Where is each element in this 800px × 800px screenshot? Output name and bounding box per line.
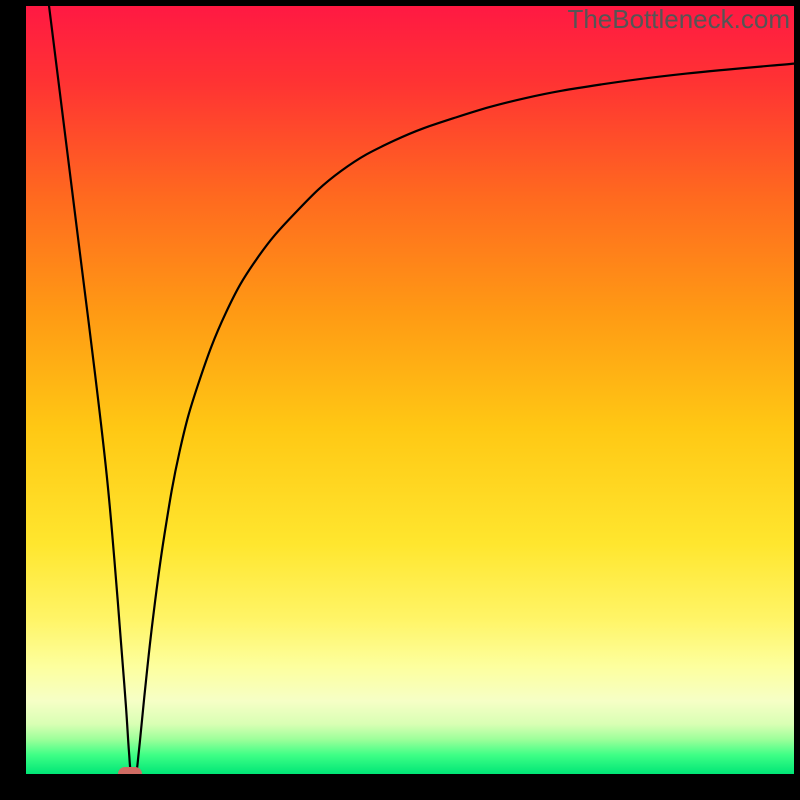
chart-frame bbox=[0, 0, 26, 800]
chart-frame bbox=[0, 774, 800, 800]
watermark-text: TheBottleneck.com bbox=[567, 4, 790, 35]
chart-plot-area bbox=[26, 6, 794, 774]
chart-frame bbox=[794, 0, 800, 800]
bottleneck-curve bbox=[26, 6, 794, 774]
